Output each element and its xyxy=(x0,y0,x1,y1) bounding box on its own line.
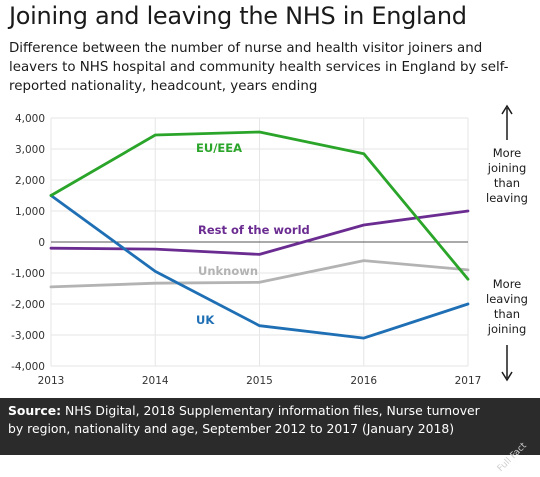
annotation-up-line: leaving xyxy=(486,191,528,205)
annotation-up-line: than xyxy=(494,176,520,190)
series-line-rest-of-the-world xyxy=(49,209,470,256)
series-line-uk xyxy=(49,194,470,340)
series-label-unknown: Unknown xyxy=(198,264,258,278)
y-axis-ticks: 4,000 3,000 2,000 1,000 0 -1,000 -2,000 -3,000 -… xyxy=(11,113,45,373)
source-footer: Source: NHS Digital, 2018 Supplementary … xyxy=(0,398,540,474)
annotation-up-line: joining xyxy=(487,161,527,175)
x-tick-label: 2015 xyxy=(246,375,273,387)
y-tick-label: -1,000 xyxy=(11,268,45,280)
annotation-down-line: than xyxy=(494,307,520,321)
chart-title: Joining and leaving the NHS in England xyxy=(9,2,467,30)
annotation-down-line: More xyxy=(493,277,522,291)
annotation-down-line: leaving xyxy=(486,292,528,306)
source-label: Source: xyxy=(8,403,62,418)
x-tick-label: 2017 xyxy=(455,375,482,387)
series-line-eu-eea xyxy=(49,130,470,281)
up-arrow-head xyxy=(501,104,513,115)
y-tick-label: 3,000 xyxy=(15,144,45,156)
series-lines xyxy=(49,130,470,340)
series-label-uk: UK xyxy=(196,313,215,327)
line-chart: 4,000 3,000 2,000 1,000 0 -1,000 -2,000 -3,000 -… xyxy=(11,104,528,387)
series-labels: EU/EEA Rest of the world Unknown UK xyxy=(196,141,310,327)
series-line-unknown xyxy=(49,259,470,289)
source-text: NHS Digital, 2018 Supplementary informat… xyxy=(8,403,480,436)
side-annotations: MorejoiningthanleavingMoreleavingthanjoi… xyxy=(486,104,528,382)
annotation-up-line: More xyxy=(493,146,522,160)
full-fact-logo: Full Fact xyxy=(496,441,530,475)
y-tick-label: -3,000 xyxy=(11,330,45,342)
x-tick-label: 2016 xyxy=(350,375,377,387)
x-tick-label: 2014 xyxy=(142,375,169,387)
annotation-down-line: joining xyxy=(487,322,527,336)
y-tick-label: 4,000 xyxy=(15,113,45,125)
y-tick-label: -4,000 xyxy=(11,361,45,373)
x-axis-ticks: 2013 2014 2015 2016 2017 xyxy=(38,375,482,387)
chart-subtitle: Difference between the number of nurse a… xyxy=(9,41,509,94)
y-tick-label: -2,000 xyxy=(11,299,45,311)
y-tick-label: 1,000 xyxy=(15,206,45,218)
series-label-eu-eea: EU/EEA xyxy=(196,141,242,155)
down-arrow-head xyxy=(501,371,513,382)
y-tick-label: 2,000 xyxy=(15,175,45,187)
series-label-rest-of-the-world: Rest of the world xyxy=(198,223,310,237)
y-tick-label: 0 xyxy=(38,237,45,249)
x-tick-label: 2013 xyxy=(38,375,65,387)
